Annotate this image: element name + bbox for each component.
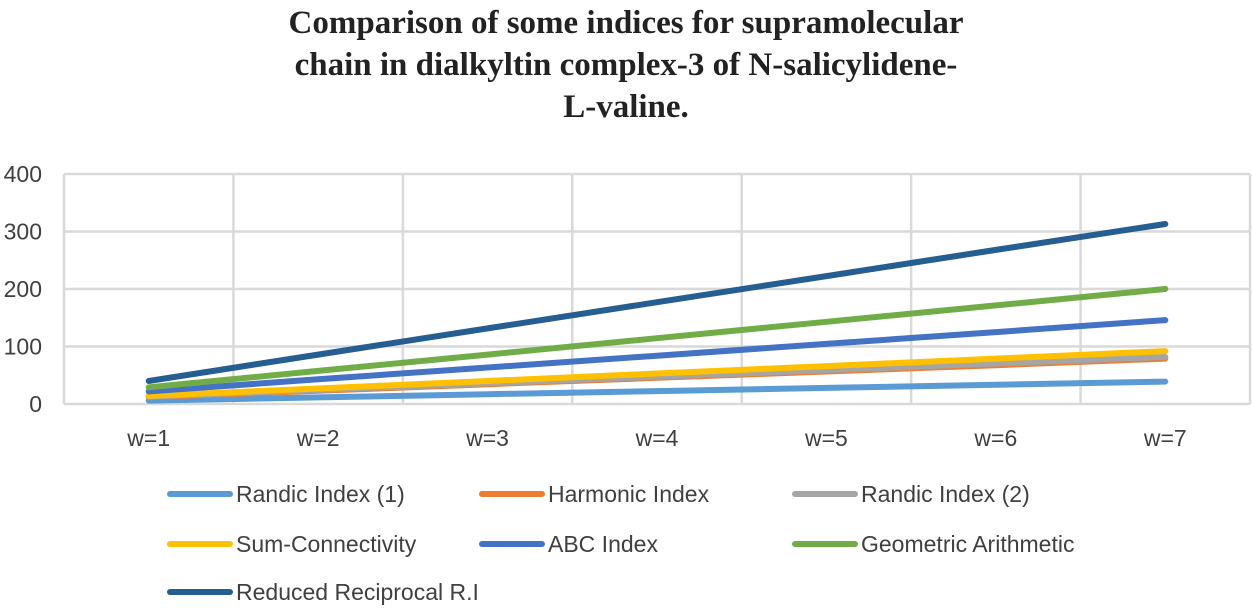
y-tick-label: 0 [29, 391, 42, 417]
y-tick-label: 300 [4, 219, 42, 245]
legend-label: Reduced Reciprocal R.I [236, 579, 479, 605]
y-tick-label: 400 [4, 161, 42, 187]
legend-label: Randic Index (2) [861, 481, 1030, 507]
series-line-6 [145, 286, 1169, 391]
legend-label: Geometric Arithmetic [861, 531, 1074, 557]
y-tick-label: 200 [4, 276, 42, 302]
x-tick-label: w=4 [635, 425, 679, 451]
series-line-7 [145, 221, 1169, 384]
legend-label: ABC Index [548, 531, 658, 557]
chart-title-line-1: Comparison of some indices for supramole… [288, 5, 964, 41]
chart-title-line-2: chain in dialkyltin complex-3 of N-salic… [294, 47, 958, 83]
chart-title-line-3: L-valine. [563, 89, 689, 125]
x-tick-label: w=5 [804, 425, 848, 451]
series-line-4 [145, 348, 1169, 399]
series-line-1 [145, 378, 1169, 404]
chart-title: Comparison of some indices for supramole… [226, 2, 1026, 128]
legend-label: Harmonic Index [548, 481, 710, 507]
x-tick-label: w=7 [1143, 425, 1187, 451]
x-tick-label: w=1 [126, 425, 170, 451]
series-line-5 [145, 317, 1169, 395]
legend-label: Sum-Connectivity [236, 531, 417, 557]
x-tick-label: w=3 [465, 425, 509, 451]
x-tick-label: w=6 [973, 425, 1017, 451]
y-tick-label: 100 [4, 334, 42, 360]
legend-label: Randic Index (1) [236, 481, 405, 507]
x-tick-label: w=2 [296, 425, 340, 451]
